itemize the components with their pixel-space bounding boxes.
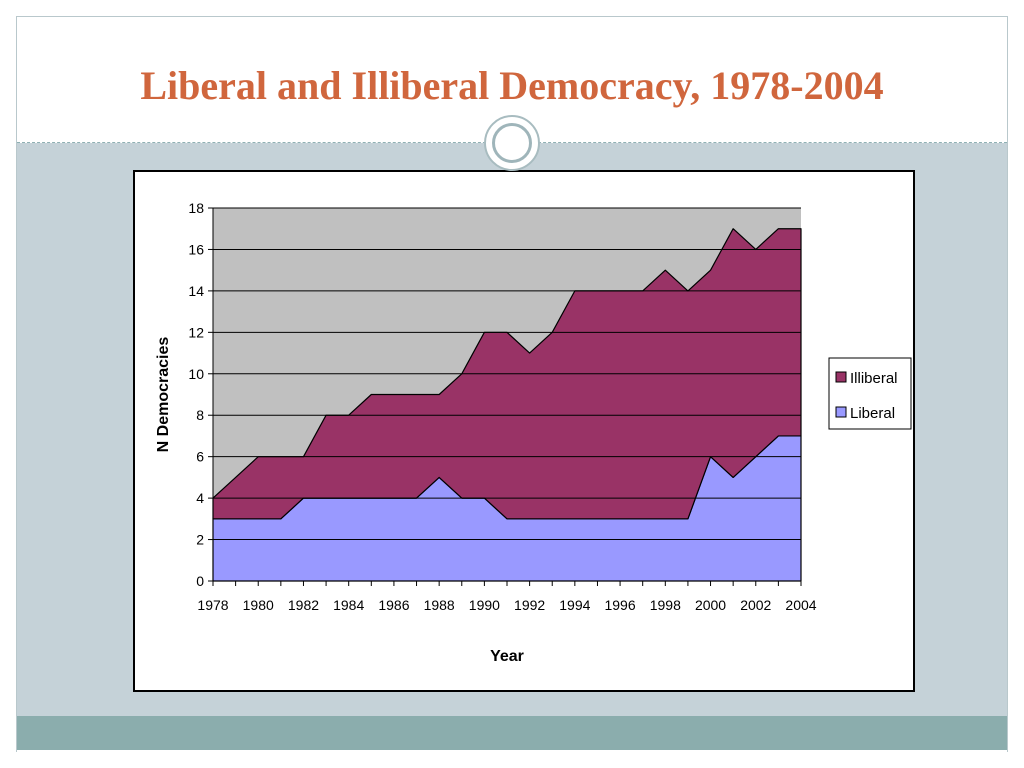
y-tick-label-2: 2 [196, 532, 204, 548]
legend: Illiberal Liberal [828, 357, 912, 430]
circle-ornament-inner [492, 123, 532, 163]
y-tick-label-4: 4 [196, 490, 204, 506]
y-ticks: 0 2 4 6 8 10 12 14 16 18 [188, 200, 213, 589]
y-tick-label-14: 14 [188, 283, 204, 299]
x-tick-label-2004: 2004 [785, 597, 816, 613]
y-tick-label-8: 8 [196, 407, 204, 423]
x-tick-label-1990: 1990 [469, 597, 500, 613]
x-axis-title: Year [490, 648, 524, 665]
x-tick-label-1994: 1994 [559, 597, 590, 613]
y-tick-label-12: 12 [188, 324, 204, 340]
y-tick-label-16: 16 [188, 241, 204, 257]
footer-band [17, 716, 1007, 750]
legend-swatch-illiberal [835, 371, 847, 383]
slide-title: Liberal and Illiberal Democracy, 1978-20… [140, 63, 884, 108]
legend-label-illiberal: Illiberal [850, 370, 898, 387]
x-tick-label-1996: 1996 [604, 597, 635, 613]
y-tick-label-6: 6 [196, 449, 204, 465]
y-tick-label-18: 18 [188, 200, 204, 216]
x-tick-label-1998: 1998 [650, 597, 681, 613]
y-tick-label-10: 10 [188, 366, 204, 382]
gridlines [213, 207, 801, 541]
x-tick-label-1978: 1978 [197, 597, 228, 613]
x-tick-label-1984: 1984 [333, 597, 364, 613]
circle-ornament-icon [484, 115, 540, 171]
x-tick-label-1980: 1980 [243, 597, 274, 613]
top-frame-line [16, 16, 1008, 17]
x-tick-label-2000: 2000 [695, 597, 726, 613]
legend-swatch-liberal [835, 406, 847, 418]
legend-label-liberal: Liberal [850, 405, 895, 422]
x-ticks: 1978 1980 1982 1984 1986 1988 1990 1992 1994 1996… [197, 581, 817, 613]
x-tick-label-1992: 1992 [514, 597, 545, 613]
x-tick-label-1982: 1982 [288, 597, 319, 613]
right-frame-line [1007, 16, 1008, 752]
left-frame-line [16, 16, 17, 752]
y-tick-label-0: 0 [196, 573, 204, 589]
x-tick-label-2002: 2002 [740, 597, 771, 613]
y-axis-title: N Democracies [155, 337, 172, 453]
x-tick-label-1988: 1988 [424, 597, 455, 613]
area-chart: 0 2 4 6 8 10 12 14 16 18 1978 1980 1982 1984 1986 1988… [155, 200, 912, 665]
chart-container: 0 2 4 6 8 10 12 14 16 18 1978 1980 1982 1984 1986 1988… [133, 170, 915, 692]
x-tick-label-1986: 1986 [378, 597, 409, 613]
